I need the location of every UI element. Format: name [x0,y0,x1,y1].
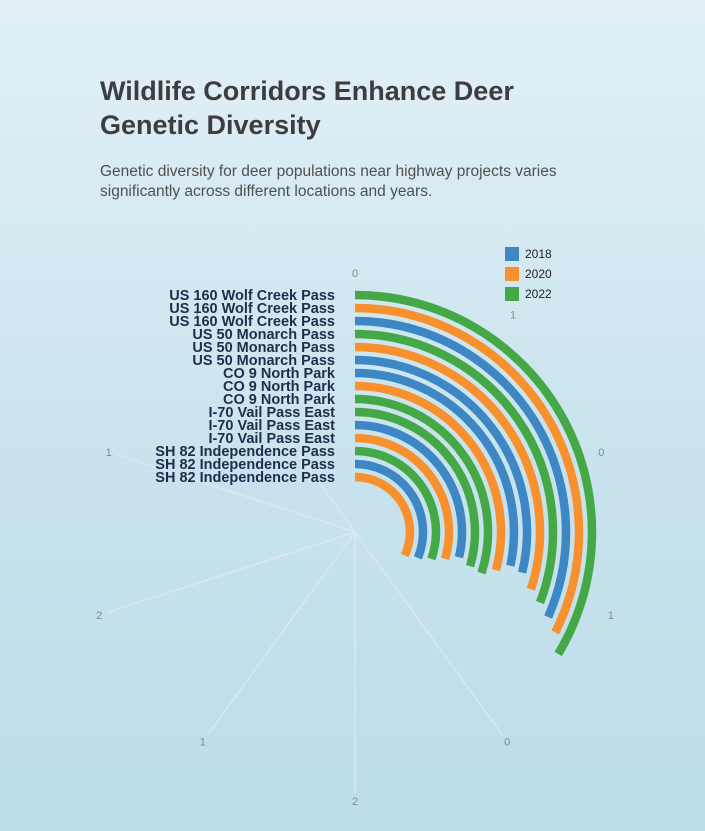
angular-gridline [206,531,356,736]
angular-tick-label: 1 [510,309,516,321]
radial-bar [354,472,415,558]
radial-bar [354,303,584,635]
page-title: Wildlife Corridors Enhance Deer Genetic … [100,76,514,140]
category-label: CO 9 North Park [223,392,336,408]
category-label: US 50 Monarch Pass [192,340,335,356]
legend-label: 2022 [525,287,552,301]
radial-bar [354,342,545,591]
angular-tick-label: 1 [194,309,200,321]
category-label: SH 82 Independence Pass [155,444,335,460]
category-label: SH 82 Independence Pass [155,470,335,486]
category-label: I-70 Vail Pass East [208,405,335,421]
angular-gridline [354,531,504,736]
category-label: US 50 Monarch Pass [192,353,335,369]
legend-swatch [505,247,519,261]
angular-gridline [106,531,356,614]
angular-tick-label: 1 [608,610,614,622]
angular-gridline [116,453,356,533]
category-label: I-70 Vail Pass East [208,418,335,434]
category-label: US 50 Monarch Pass [192,327,335,343]
angular-tick-label: 0 [352,268,358,280]
angular-tick-label: 2 [96,610,102,622]
bars [354,290,597,657]
legend-swatch [505,287,519,301]
category-label: CO 9 North Park [223,379,336,395]
angular-gridline [201,320,356,533]
legend: 2018 2020 2022 [505,247,552,301]
category-label: US 160 Wolf Creek Pass [169,314,335,330]
category-label: I-70 Vail Pass East [208,431,335,447]
radial-bar [354,394,493,575]
category-label: SH 82 Independence Pass [155,457,335,473]
radial-bar [354,368,519,567]
category-label: US 160 Wolf Creek Pass [169,301,335,317]
category-label: US 160 Wolf Creek Pass [169,288,335,304]
legend-swatch [505,267,519,281]
radial-bar [354,459,428,560]
category-label: CO 9 North Park [223,366,336,382]
radial-bar [354,355,532,574]
radial-bar [354,329,558,605]
radial-bar [354,446,441,561]
angular-tick-label: 1 [200,737,206,749]
radial-bar [354,290,597,657]
radial-bar [354,316,571,619]
angular-tick-label: 2 [352,796,358,808]
legend-label: 2018 [525,247,552,261]
radial-bar [354,433,454,560]
angular-tick-label: 0 [598,447,604,459]
angular-tick-label: 0 [504,737,510,749]
legend-label: 2020 [525,267,552,281]
angular-tick-label: 1 [106,447,112,459]
angular-axis: 0 1 0 1 0 2 1 2 1 1 [96,268,614,808]
radial-bar [354,420,467,559]
page-subtitle: Genetic diversity for deer populations n… [100,163,557,200]
radial-bar [354,381,506,572]
radial-bar [354,407,480,568]
